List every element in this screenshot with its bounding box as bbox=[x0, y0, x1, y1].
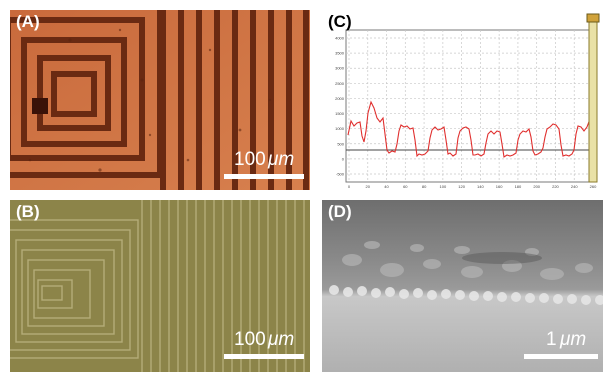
x-tick-label: 100 bbox=[440, 184, 447, 189]
panel-b-scale-line bbox=[224, 354, 304, 359]
panel-d-scale-value: 1 bbox=[546, 329, 557, 350]
panel-c-label: (C) bbox=[328, 12, 352, 31]
y-tick-label: 2500 bbox=[335, 81, 345, 86]
panel-a-scalebar: 100 μm bbox=[222, 150, 306, 186]
panel-a-scale-unit: μm bbox=[268, 149, 295, 170]
panel-d-scale-line bbox=[524, 354, 598, 359]
x-tick-label: 140 bbox=[477, 184, 484, 189]
x-tick-labels: 0 20 40 60 80 100 120 140 160 180 200 220 240 260 bbox=[348, 184, 597, 189]
plot-frame bbox=[345, 29, 597, 183]
y-tick-label: 2000 bbox=[335, 96, 345, 101]
x-tick-label: 200 bbox=[533, 184, 540, 189]
panel-a: (A) 100 μm bbox=[10, 10, 310, 190]
panel-d-scale-unit: μm bbox=[560, 329, 587, 350]
panel-b: (B) 100 μm bbox=[10, 200, 310, 372]
y-tick-label: 1000 bbox=[335, 126, 345, 131]
y-tick-label: 3500 bbox=[335, 51, 345, 56]
y-tick-labels: 4000 3500 3000 2500 2000 1500 1000 500 0 -500 bbox=[335, 36, 345, 177]
panel-d-label: (D) bbox=[328, 202, 352, 221]
panel-a-label: (A) bbox=[16, 12, 40, 31]
x-tick-label: 0 bbox=[348, 184, 351, 189]
panel-a-scale-value: 100 bbox=[234, 149, 266, 170]
panel-b-scale-value: 100 bbox=[234, 329, 266, 350]
panel-b-scale-unit: μm bbox=[268, 329, 295, 350]
plot-grid bbox=[346, 30, 596, 182]
panel-a-scale-line bbox=[224, 174, 304, 179]
y-tick-label: -500 bbox=[336, 172, 345, 177]
y-tick-label: 500 bbox=[337, 141, 344, 146]
profile-trace bbox=[347, 100, 596, 158]
panel-d-scalebar: 1 μm bbox=[522, 330, 600, 366]
panel-b-image bbox=[10, 200, 310, 372]
panel-c: 4000 3500 3000 2500 2000 1500 1000 500 0 -500 0 20… bbox=[322, 10, 603, 190]
profile-plot: 4000 3500 3000 2500 2000 1500 1000 500 0 -500 0 20… bbox=[335, 13, 600, 189]
y-tick-label: 3000 bbox=[335, 66, 345, 71]
x-tick-label: 20 bbox=[366, 184, 371, 189]
y-tick-label: 1500 bbox=[335, 111, 345, 116]
x-tick-label: 220 bbox=[552, 184, 559, 189]
x-tick-label: 120 bbox=[458, 184, 465, 189]
x-tick-label: 180 bbox=[515, 184, 522, 189]
y-tick-label: 4000 bbox=[335, 36, 345, 41]
x-tick-label: 80 bbox=[422, 184, 427, 189]
x-tick-label: 60 bbox=[403, 184, 408, 189]
panel-b-label: (B) bbox=[16, 202, 40, 221]
x-tick-label: 40 bbox=[384, 184, 389, 189]
x-tick-label: 160 bbox=[496, 184, 503, 189]
x-tick-label: 240 bbox=[571, 184, 578, 189]
x-tick-label: 260 bbox=[590, 184, 597, 189]
panel-a-image bbox=[10, 10, 310, 190]
scroll-handle bbox=[588, 13, 598, 183]
y-tick-label: 0 bbox=[342, 156, 345, 161]
panel-d-image bbox=[322, 200, 603, 372]
panel-b-scalebar: 100 μm bbox=[222, 330, 306, 366]
panel-d: (D) 1 μm bbox=[322, 200, 603, 372]
scroll-handle-top bbox=[586, 13, 600, 23]
